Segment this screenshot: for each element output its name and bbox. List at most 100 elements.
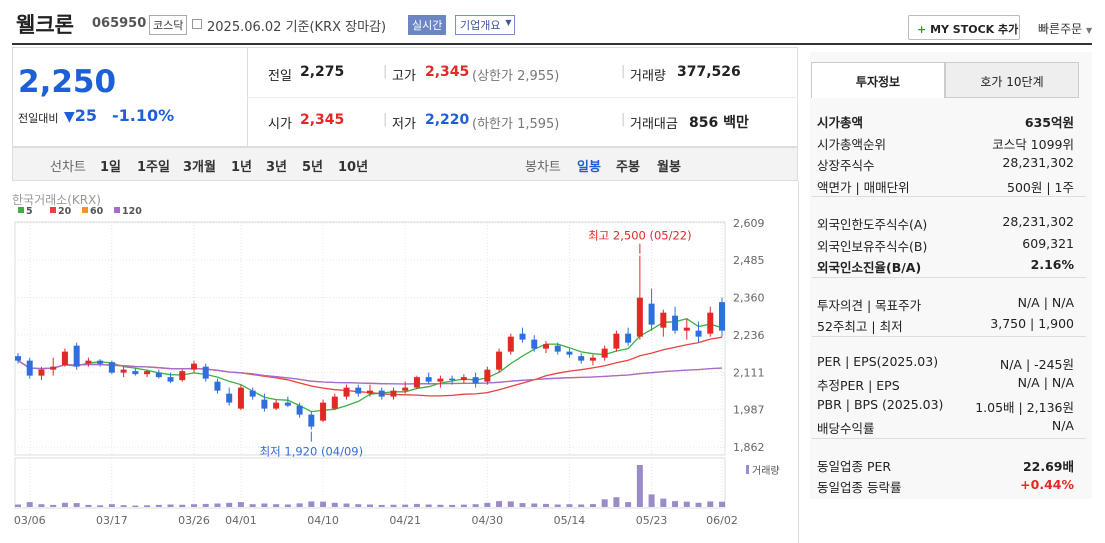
candle-body xyxy=(273,402,280,409)
tab[interactable]: 호가 10단계 xyxy=(945,62,1079,98)
period-tab[interactable]: 1년 xyxy=(231,160,253,175)
volume-bar xyxy=(367,504,373,507)
y-tick-label: 2,485 xyxy=(733,254,765,267)
info-value: N/A | N/A xyxy=(1017,294,1074,310)
period-tab[interactable]: 1주일 xyxy=(137,160,170,175)
legend-swatch xyxy=(82,207,88,213)
volume-bar xyxy=(695,502,702,507)
volume-bar xyxy=(308,501,315,507)
candle-tab[interactable]: 주봉 xyxy=(616,160,640,175)
volume-bar xyxy=(343,503,350,507)
x-tick-label: 04/10 xyxy=(307,514,339,527)
info-label: 액면가 | 매매단위 xyxy=(817,179,910,195)
dropdown-icon: ▼ xyxy=(505,18,512,27)
info-value: N/A xyxy=(1051,418,1074,433)
volume-bar xyxy=(214,503,221,507)
candle-body xyxy=(378,390,385,397)
company-info-button[interactable]: 기업개요 ▼ xyxy=(455,15,516,35)
candle-body xyxy=(296,405,303,415)
info-label: PBR | BPS (2025.03) xyxy=(817,396,944,412)
candle-body xyxy=(554,345,561,352)
volume-bar xyxy=(413,503,420,507)
candle-body xyxy=(191,363,197,370)
candle-body xyxy=(132,371,139,375)
volume-bar xyxy=(249,504,256,507)
divider xyxy=(798,181,799,543)
candle-body xyxy=(636,297,643,337)
volume-bar xyxy=(554,504,561,507)
volume-bar xyxy=(543,503,549,507)
realtime-badge[interactable]: 실시간 xyxy=(408,15,447,35)
candle-body xyxy=(472,377,479,384)
volume-bar xyxy=(636,465,643,507)
my-stock-button[interactable]: + MY STOCK 추가 xyxy=(908,15,1020,40)
candle-body xyxy=(249,390,256,397)
volume-bar xyxy=(226,502,233,507)
volume-bar xyxy=(144,505,151,507)
period-tab[interactable]: 5년 xyxy=(302,160,324,175)
change: ▼25 xyxy=(64,106,97,125)
period-tab[interactable]: 3년 xyxy=(266,160,288,175)
volume-bar xyxy=(449,504,456,507)
volume-bar xyxy=(38,504,45,507)
volume-bar xyxy=(683,501,690,507)
candle-body xyxy=(425,377,432,382)
tab-active[interactable]: 투자정보 xyxy=(811,62,945,98)
legend-label: 20 xyxy=(58,206,72,217)
section-divider xyxy=(812,335,1086,337)
volume-bar xyxy=(660,498,667,507)
candle-body xyxy=(61,351,68,366)
candle-body xyxy=(179,371,186,381)
volume-bar xyxy=(179,504,186,507)
y-tick-label: 1,862 xyxy=(733,441,765,454)
candle-tab[interactable]: 월봉 xyxy=(657,160,681,175)
candle-body xyxy=(120,369,127,373)
candle-body xyxy=(519,333,526,340)
volume-bar xyxy=(50,504,57,507)
volume-bar xyxy=(284,504,291,507)
info-label: 상장주식수 xyxy=(817,158,875,173)
volume-bar xyxy=(261,503,268,507)
info-value: 500원 | 1주 xyxy=(1007,179,1074,195)
volume-bar xyxy=(519,503,526,507)
candle-body xyxy=(437,378,444,382)
candle-body xyxy=(413,377,420,388)
x-tick-label: 03/26 xyxy=(178,514,210,527)
volume-bar xyxy=(484,502,491,507)
info-label: 외국인보유주식수(B) xyxy=(817,238,928,254)
volume-bar xyxy=(507,501,514,507)
candle-body xyxy=(578,356,585,361)
candle-body xyxy=(660,312,667,328)
candle-body xyxy=(449,378,456,381)
period-tab[interactable]: 1일 xyxy=(100,160,122,175)
info-value: 1.05배 | 2,136원 xyxy=(975,399,1074,415)
base-date: 2025.06.02 기준(KRX 장마감) xyxy=(207,20,387,35)
summary-extra: (하한가 1,595) xyxy=(472,117,560,132)
volume-bar xyxy=(460,504,467,507)
section-divider xyxy=(812,437,1086,439)
volume-bar xyxy=(331,502,338,507)
volume-bar xyxy=(578,504,585,507)
candle-body xyxy=(601,348,608,358)
divider xyxy=(247,97,798,98)
y-tick-label: 2,236 xyxy=(733,329,765,342)
info-label: 52주최고 | 최저 xyxy=(817,319,903,334)
x-tick-label: 05/23 xyxy=(636,514,668,527)
summary-label: 저가 xyxy=(392,117,416,132)
change-rate: -1.10% xyxy=(112,106,175,125)
volume-bar xyxy=(601,499,608,507)
period-tab[interactable]: 3개월 xyxy=(183,160,216,175)
legend-label: 5 xyxy=(26,206,33,217)
candle-body xyxy=(613,333,620,349)
quick-order-button[interactable]: 빠른주문 ▼ xyxy=(1038,20,1092,37)
volume-bar xyxy=(73,503,80,507)
candle-body xyxy=(460,377,467,381)
legend-swatch xyxy=(18,207,24,213)
period-tab[interactable]: 10년 xyxy=(338,160,369,175)
info-label: 시가총액 xyxy=(817,115,864,130)
volume-bar xyxy=(296,503,303,507)
current-price: 2,250 xyxy=(18,64,117,100)
candle-body xyxy=(284,402,291,406)
candle-tab[interactable]: 일봉 xyxy=(577,160,601,175)
